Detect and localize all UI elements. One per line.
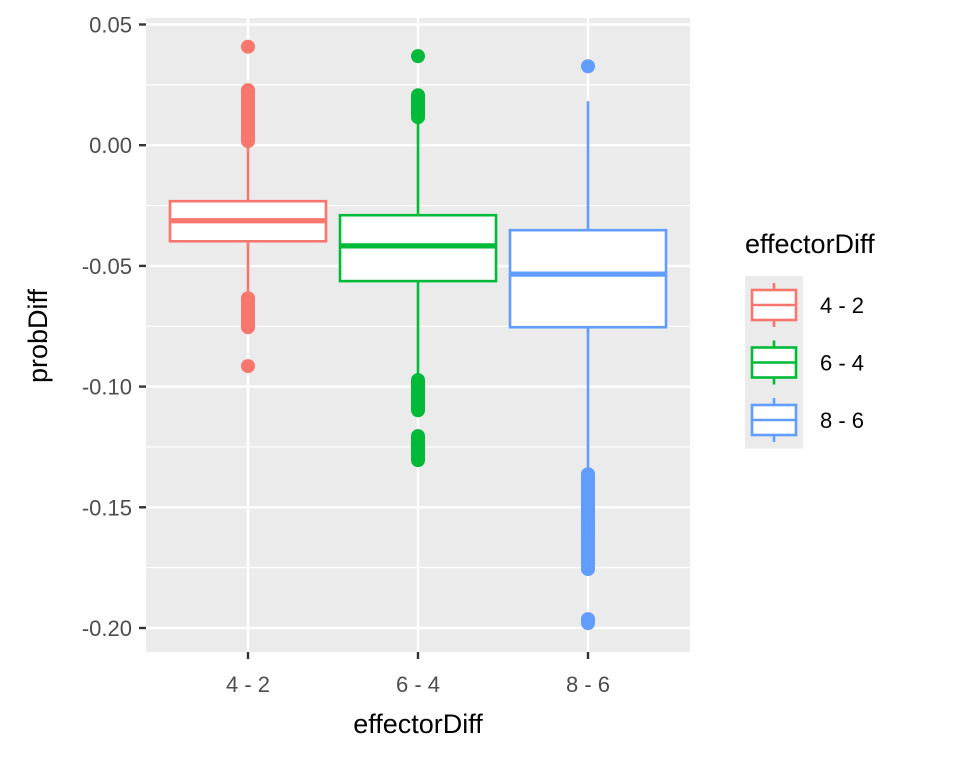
outlier-cluster — [241, 118, 255, 126]
legend-label: 6 - 4 — [820, 351, 864, 376]
outlier-cluster — [241, 125, 255, 134]
outlier-cluster — [241, 319, 255, 328]
y-tick-label: -0.20 — [82, 616, 132, 641]
outlier-cluster — [411, 101, 425, 111]
y-tick-label: -0.05 — [82, 254, 132, 279]
legend-label: 4 - 2 — [820, 293, 864, 318]
outlier-cluster — [411, 393, 425, 402]
outlier-cluster — [241, 298, 255, 305]
outlier-point — [581, 59, 595, 74]
outlier-cluster — [581, 502, 595, 513]
x-axis: 4 - 2 6 - 4 8 - 6 — [226, 652, 610, 697]
outlier-point — [241, 39, 255, 54]
legend-title: effectorDiff — [745, 229, 875, 259]
y-tick-label: -0.10 — [82, 375, 132, 400]
outlier-cluster — [241, 90, 255, 97]
legend-entry-2: 6 - 4 — [750, 340, 864, 385]
outlier-cluster — [411, 386, 425, 394]
outlier-cluster — [411, 110, 425, 118]
outlier-cluster — [581, 550, 595, 561]
legend-entry-1: 4 - 2 — [750, 283, 864, 327]
y-tick-label: 0.05 — [89, 13, 132, 38]
outlier-cluster — [581, 512, 595, 522]
x-tick-label: 8 - 6 — [566, 672, 610, 697]
outlier-cluster — [411, 401, 425, 411]
box-group-2 — [338, 49, 498, 468]
x-tick-label: 6 - 4 — [396, 672, 440, 697]
box-group-1 — [168, 39, 328, 374]
box — [508, 228, 668, 329]
outlier-cluster — [411, 443, 425, 452]
outlier-point — [241, 359, 255, 374]
legend-entry-3: 8 - 6 — [750, 398, 864, 442]
outlier-cluster — [241, 304, 255, 312]
y-axis: 0.05 0.00 -0.05 -0.10 -0.15 -0.20 — [82, 13, 146, 641]
legend: effectorDiff 4 - 2 6 - 4 8 - 6 — [745, 229, 875, 449]
outlier-cluster — [581, 531, 595, 542]
y-axis-title: probDiff — [23, 288, 53, 383]
outlier-cluster — [581, 560, 595, 570]
legend-label: 8 - 6 — [820, 408, 864, 433]
outlier-cluster — [581, 483, 595, 493]
outlier-cluster — [581, 521, 595, 532]
outlier-cluster — [241, 133, 255, 142]
outlier-cluster — [241, 111, 255, 119]
outlier-cluster — [411, 95, 425, 102]
outlier-cluster — [581, 541, 595, 551]
x-tick-label: 4 - 2 — [226, 672, 270, 697]
outlier-cluster — [411, 380, 425, 387]
outlier-cluster — [241, 311, 255, 320]
outlier-cluster — [581, 492, 595, 503]
outlier-point — [411, 49, 425, 64]
outlier-cluster — [241, 96, 255, 105]
y-tick-label: 0.00 — [89, 133, 132, 158]
y-tick-label: -0.15 — [82, 495, 132, 520]
outlier-cluster — [581, 619, 595, 624]
outlier-cluster — [581, 474, 595, 484]
outlier-cluster — [241, 104, 255, 112]
box-group-3 — [508, 59, 668, 631]
boxes — [168, 39, 668, 631]
outlier-cluster — [411, 451, 425, 461]
outlier-cluster — [411, 436, 425, 444]
x-axis-title: effectorDiff — [353, 709, 483, 739]
